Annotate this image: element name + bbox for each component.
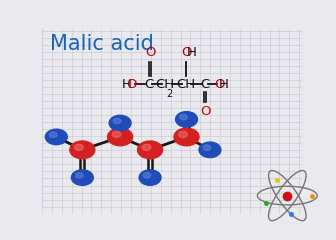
Text: Malic acid: Malic acid <box>50 34 154 54</box>
Circle shape <box>143 173 151 178</box>
Circle shape <box>109 115 131 131</box>
Circle shape <box>142 144 151 150</box>
Text: O: O <box>126 78 137 91</box>
Text: CH: CH <box>176 78 195 91</box>
Text: CH: CH <box>156 78 175 91</box>
Text: O: O <box>200 105 210 119</box>
Text: O: O <box>214 78 224 91</box>
Text: H: H <box>186 46 196 59</box>
Circle shape <box>139 170 161 185</box>
Text: O: O <box>181 46 192 59</box>
Circle shape <box>176 112 198 127</box>
Text: H: H <box>219 78 229 91</box>
Circle shape <box>179 131 187 138</box>
Text: C: C <box>200 78 210 91</box>
Circle shape <box>174 128 199 146</box>
Circle shape <box>45 129 67 145</box>
Circle shape <box>180 114 187 120</box>
Circle shape <box>113 118 121 124</box>
Circle shape <box>72 170 93 185</box>
Circle shape <box>75 144 83 150</box>
Circle shape <box>70 141 95 159</box>
Text: C: C <box>144 78 154 91</box>
Circle shape <box>199 142 221 158</box>
Circle shape <box>49 132 57 138</box>
Circle shape <box>203 145 211 150</box>
Circle shape <box>137 141 163 159</box>
Circle shape <box>76 173 83 178</box>
Circle shape <box>112 131 121 138</box>
Circle shape <box>108 128 133 146</box>
Text: O: O <box>145 46 155 59</box>
Text: H: H <box>122 78 132 91</box>
Text: 2: 2 <box>167 90 173 99</box>
